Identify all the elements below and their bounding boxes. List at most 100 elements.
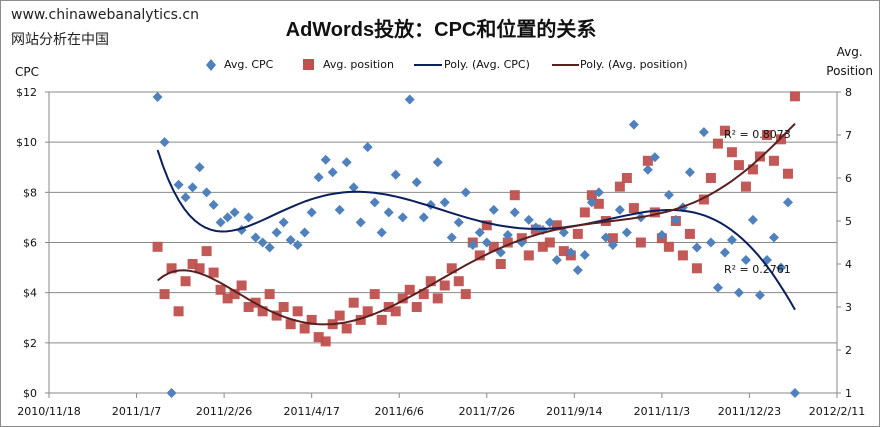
position-point [236, 280, 247, 291]
cpc-point [502, 229, 513, 240]
y2-tick-label: 2 [845, 344, 852, 357]
position-point [334, 310, 345, 321]
x-tick-label: 2011/7/26 [459, 405, 515, 418]
position-point [159, 289, 170, 300]
cpc-point [705, 237, 716, 248]
cpc-point [306, 207, 317, 218]
cpc-point [383, 207, 394, 218]
position-point [208, 267, 219, 278]
cpc-point [194, 162, 205, 173]
cpc-point [614, 204, 625, 215]
cpc-point [509, 207, 520, 218]
cpc-point [432, 157, 443, 168]
position-point [768, 155, 779, 166]
y2-tick-label: 5 [845, 215, 852, 228]
position-point [544, 237, 555, 248]
position-point [726, 147, 737, 158]
position-point [698, 194, 709, 205]
position-point [306, 314, 317, 325]
r-squared-cpc: R² = 0.2761 [724, 263, 791, 276]
legend-diamond-icon [206, 59, 216, 71]
cpc-point [607, 240, 618, 251]
position-point [551, 220, 562, 231]
cpc-point [712, 282, 723, 293]
cpc-point [411, 177, 422, 188]
cpc-point [446, 232, 457, 243]
position-point [684, 228, 695, 239]
position-point [558, 246, 569, 257]
r-squared-position: R² = 0.8073 [724, 128, 791, 141]
position-point [180, 276, 191, 287]
cpc-point [208, 199, 219, 210]
position-point [348, 297, 359, 308]
y2-tick-label: 4 [845, 258, 852, 271]
cpc-point [278, 217, 289, 228]
cpc-point [656, 229, 667, 240]
y2-axis-title-line: Avg. [836, 45, 863, 59]
position-point [313, 332, 324, 343]
position-point [355, 314, 366, 325]
cpc-point [467, 240, 478, 251]
cpc-point [698, 127, 709, 138]
position-point [194, 263, 205, 274]
y2-tick-label: 1 [845, 387, 852, 400]
position-point [481, 220, 492, 231]
position-point [621, 173, 632, 183]
cpc-point [250, 232, 261, 243]
cpc-point [313, 172, 324, 183]
cpc-point [740, 255, 751, 266]
position-point [635, 237, 646, 248]
x-tick-label: 2011/4/17 [283, 405, 339, 418]
position-point [418, 289, 429, 300]
x-tick-label: 2010/11/18 [17, 405, 80, 418]
cpc-point [334, 204, 345, 215]
y2-tick-label: 6 [845, 172, 852, 185]
position-point [215, 284, 226, 295]
x-tick-label: 2011/6/6 [375, 405, 424, 418]
cpc-point [166, 388, 177, 398]
position-point [187, 259, 198, 269]
position-point [243, 302, 254, 312]
legend-line-position-trend-icon [552, 64, 579, 66]
position-point [474, 250, 485, 261]
y2-tick-label: 8 [845, 86, 852, 99]
y-axis-title: CPC [15, 65, 39, 79]
y-tick-label: $6 [23, 237, 37, 250]
position-point [523, 250, 534, 261]
position-point [376, 314, 387, 325]
cpc-point [187, 182, 198, 193]
cpc-point [733, 287, 744, 298]
position-point [586, 190, 597, 201]
position-point [754, 151, 765, 162]
cpc-point [369, 197, 380, 208]
cpc-point [397, 212, 408, 223]
cpc-point [271, 227, 282, 238]
cpc-point [789, 388, 800, 398]
position-point [341, 323, 352, 334]
position-point [593, 198, 604, 209]
cpc-point [285, 234, 296, 245]
cpc-point [173, 179, 184, 190]
cpc-point [404, 94, 415, 105]
position-point [649, 207, 660, 218]
position-point [614, 181, 625, 192]
position-point [509, 190, 520, 201]
cpc-point [663, 189, 674, 200]
position-point [285, 319, 296, 330]
y2-tick-label: 3 [845, 301, 852, 314]
x-tick-label: 2011/9/14 [546, 405, 602, 418]
cpc-point [481, 237, 492, 248]
position-point [453, 276, 464, 287]
position-point [320, 336, 331, 347]
cpc-trendline [156, 149, 796, 311]
position-point [789, 91, 800, 102]
position-point [460, 289, 471, 300]
legend-label-position-trend: Poly. (Avg. position) [580, 58, 688, 71]
position-point [257, 306, 268, 317]
position-point [740, 181, 751, 192]
position-point [201, 246, 212, 257]
position-point [166, 263, 177, 274]
cpc-point [691, 242, 702, 253]
cpc-point [579, 250, 590, 261]
position-point [362, 306, 373, 317]
